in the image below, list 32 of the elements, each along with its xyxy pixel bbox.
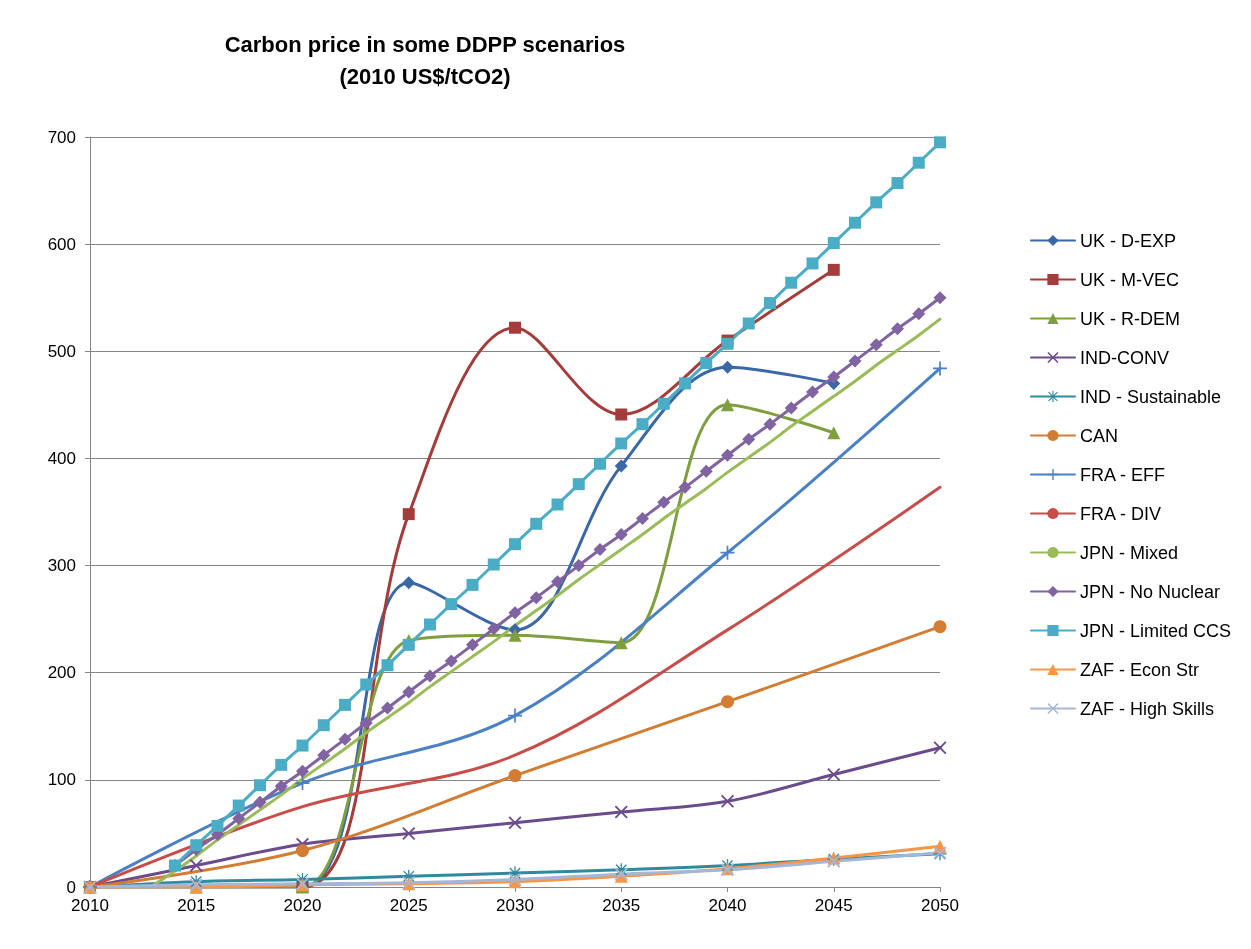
y-tick-label: 700 <box>47 127 76 147</box>
legend-label: ZAF - High Skills <box>1079 698 1214 719</box>
y-tick-label: 100 <box>47 770 76 790</box>
chart-title: Carbon price in some DDPP scenarios <box>224 31 626 57</box>
legend-label: IND - Sustainable <box>1079 386 1222 407</box>
legend-label: JPN - Mixed <box>1079 542 1178 563</box>
chart-subtitle: (2010 US$/tCO2) <box>339 63 511 89</box>
legend-label: FRA - EFF <box>1079 464 1165 485</box>
x-tick-label: 2030 <box>496 896 534 915</box>
y-tick-label: 300 <box>47 556 76 576</box>
y-tick-label: 200 <box>47 663 76 683</box>
x-tick-label: 2050 <box>921 896 959 915</box>
x-tick-label: 2025 <box>389 896 428 915</box>
legend-label: UK - D-EXP <box>1079 230 1176 251</box>
legend-label: IND-CONV <box>1079 347 1169 368</box>
x-tick-label: 2040 <box>708 896 747 915</box>
legend-label: JPN - Limited CCS <box>1079 620 1231 641</box>
legend-label: ZAF - Econ Str <box>1079 659 1199 680</box>
y-tick-label: 400 <box>47 448 76 468</box>
legend-label: UK - R-DEM <box>1079 308 1180 329</box>
x-tick-label: 2045 <box>814 896 853 915</box>
x-tick-label: 2020 <box>283 896 322 915</box>
y-tick-label: 600 <box>47 234 76 254</box>
legend-label: JPN - No Nuclear <box>1079 581 1221 602</box>
x-tick-label: 2010 <box>71 896 109 915</box>
legend-label: UK - M-VEC <box>1079 269 1179 290</box>
x-tick-label: 2035 <box>602 896 641 915</box>
x-tick-label: 2015 <box>177 896 216 915</box>
y-tick-label: 0 <box>66 877 76 897</box>
legend-label: FRA - DIV <box>1079 503 1161 524</box>
legend-label: CAN <box>1079 425 1118 446</box>
y-tick-label: 500 <box>47 341 76 361</box>
